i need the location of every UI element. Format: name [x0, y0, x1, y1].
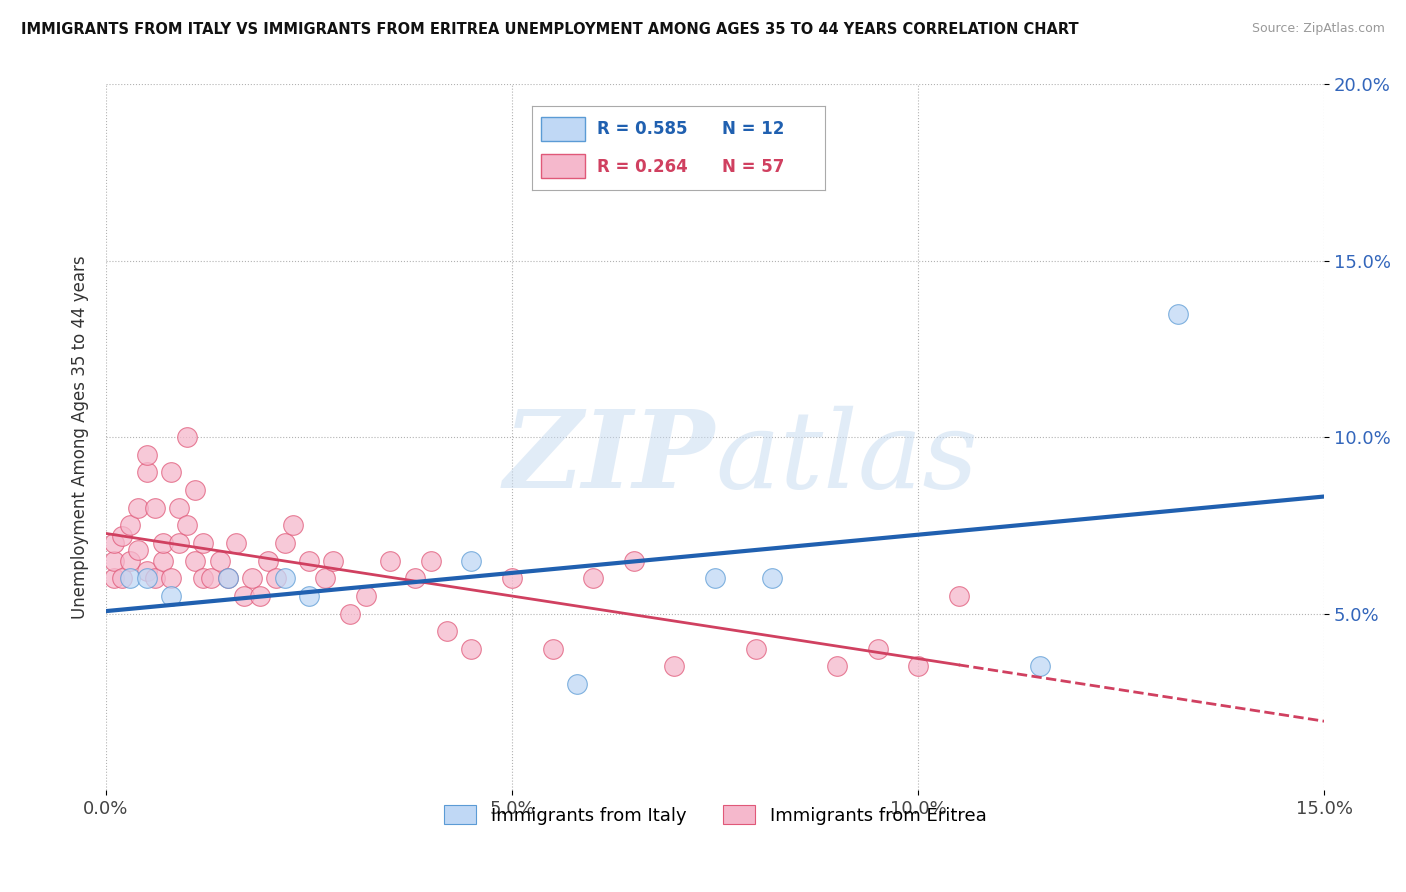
Point — [135, 564, 157, 578]
Point — [103, 554, 125, 568]
Point — [281, 518, 304, 533]
Point — [249, 589, 271, 603]
Point — [193, 571, 215, 585]
Point — [273, 536, 295, 550]
Point — [825, 659, 848, 673]
Point — [460, 641, 482, 656]
Point — [193, 536, 215, 550]
Point — [419, 554, 441, 568]
Point — [225, 536, 247, 550]
Point — [565, 677, 588, 691]
Point — [314, 571, 336, 585]
Point — [127, 543, 149, 558]
Point — [761, 571, 783, 585]
Text: atlas: atlas — [716, 406, 979, 511]
Point — [176, 518, 198, 533]
Legend: Immigrants from Italy, Immigrants from Eritrea: Immigrants from Italy, Immigrants from E… — [434, 797, 995, 834]
Point — [298, 554, 321, 568]
Point — [184, 483, 207, 497]
Point — [866, 641, 889, 656]
Point — [380, 554, 402, 568]
Point — [167, 536, 190, 550]
Point — [160, 571, 183, 585]
Point — [623, 554, 645, 568]
Point — [135, 571, 157, 585]
Point — [135, 466, 157, 480]
Text: Source: ZipAtlas.com: Source: ZipAtlas.com — [1251, 22, 1385, 36]
Point — [582, 571, 605, 585]
Point — [354, 589, 377, 603]
Point — [120, 571, 142, 585]
Point — [704, 571, 727, 585]
Point — [273, 571, 295, 585]
Point — [200, 571, 222, 585]
Point — [111, 529, 134, 543]
Point — [143, 500, 166, 515]
Point — [120, 518, 142, 533]
Point — [257, 554, 280, 568]
Point — [322, 554, 344, 568]
Point — [404, 571, 426, 585]
Point — [233, 589, 256, 603]
Point — [541, 641, 564, 656]
Point — [664, 659, 686, 673]
Point — [152, 554, 174, 568]
Point — [217, 571, 239, 585]
Point — [1167, 307, 1189, 321]
Point — [160, 466, 183, 480]
Point — [1029, 659, 1052, 673]
Point — [217, 571, 239, 585]
Point — [208, 554, 231, 568]
Point — [103, 571, 125, 585]
Point — [135, 448, 157, 462]
Point — [120, 554, 142, 568]
Y-axis label: Unemployment Among Ages 35 to 44 years: Unemployment Among Ages 35 to 44 years — [72, 255, 89, 619]
Point — [240, 571, 263, 585]
Point — [111, 571, 134, 585]
Point — [501, 571, 523, 585]
Point — [103, 536, 125, 550]
Point — [176, 430, 198, 444]
Text: IMMIGRANTS FROM ITALY VS IMMIGRANTS FROM ERITREA UNEMPLOYMENT AMONG AGES 35 TO 4: IMMIGRANTS FROM ITALY VS IMMIGRANTS FROM… — [21, 22, 1078, 37]
Point — [266, 571, 288, 585]
Point — [167, 500, 190, 515]
Point — [460, 554, 482, 568]
Point — [127, 500, 149, 515]
Text: ZIP: ZIP — [503, 405, 716, 511]
Point — [184, 554, 207, 568]
Point — [948, 589, 970, 603]
Point — [298, 589, 321, 603]
Point — [907, 659, 929, 673]
Point — [160, 589, 183, 603]
Point — [744, 641, 766, 656]
Point — [339, 607, 361, 621]
Point — [143, 571, 166, 585]
Point — [152, 536, 174, 550]
Point — [436, 624, 458, 639]
